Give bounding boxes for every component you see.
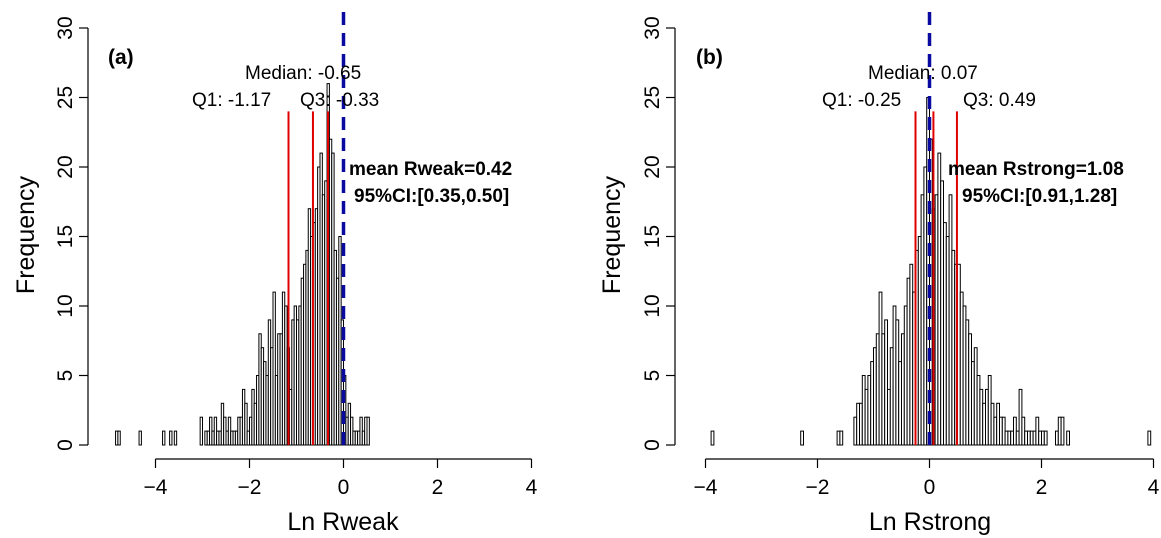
histogram-bar <box>1060 416 1065 446</box>
histogram-bar <box>244 402 248 446</box>
x-tick-label: 4 <box>1148 476 1160 499</box>
x-tick-label: −2 <box>806 476 830 499</box>
x-tick-label: 0 <box>338 476 350 499</box>
q1-annotation: Q1: -0.25 <box>822 90 901 111</box>
median-annotation: Median: 0.07 <box>868 63 978 84</box>
histogram-bar <box>173 430 178 446</box>
y-axis: 0 5 10 15 20 25 30 <box>54 16 89 451</box>
histogram-bar <box>138 430 142 446</box>
histogram-bar <box>1147 430 1152 446</box>
y-tick-label: 0 <box>54 439 77 451</box>
y-tick-label: 30 <box>54 16 77 39</box>
histogram-bar <box>1066 430 1070 446</box>
histogram-bar <box>272 291 276 446</box>
x-tick-label: 2 <box>1036 476 1048 499</box>
y-tick-label: 30 <box>641 16 664 39</box>
y-tick-label: 20 <box>641 155 664 178</box>
y-axis-title: Frequency <box>12 175 40 294</box>
mean-annotation: mean Rstrong=1.08 <box>948 159 1124 180</box>
panel-label: (a) <box>108 46 134 69</box>
y-tick-label: 10 <box>54 294 77 317</box>
x-axis: −4 −2 0 2 4 <box>694 458 1160 499</box>
histogram-bar <box>117 430 121 446</box>
y-tick-label: 20 <box>54 155 77 178</box>
histogram-bar <box>169 430 173 446</box>
histogram-bar <box>710 430 715 446</box>
y-tick-label: 5 <box>641 370 664 382</box>
y-tick-label: 10 <box>641 294 664 317</box>
y-axis-title: Frequency <box>598 175 626 294</box>
x-tick-label: 4 <box>526 476 538 499</box>
histogram-bar <box>199 416 203 446</box>
median-annotation: Median: -0.65 <box>245 63 361 84</box>
histogram-bar <box>1043 430 1048 446</box>
x-tick-label: 2 <box>432 476 444 499</box>
x-axis-title: Ln Rstrong <box>869 508 991 536</box>
panel-label: (b) <box>696 46 723 69</box>
x-tick-label: −2 <box>238 476 262 499</box>
histogram-bar <box>839 430 844 446</box>
q1-annotation: Q1: -1.17 <box>192 90 271 111</box>
y-tick-label: 25 <box>54 86 77 109</box>
histogram-bars <box>115 83 370 446</box>
mean-annotation: mean Rweak=0.42 <box>349 159 512 180</box>
panel-b-histogram: −4 −2 0 2 4 0 5 10 15 20 25 30 Ln Rstrong Frequency (b… <box>598 12 1160 536</box>
x-axis-title: Ln Rweak <box>287 508 399 536</box>
x-tick-label: −4 <box>694 476 718 499</box>
y-tick-label: 15 <box>641 225 664 248</box>
y-tick-label: 25 <box>641 86 664 109</box>
y-tick-label: 0 <box>641 439 664 451</box>
y-tick-label: 15 <box>54 225 77 248</box>
panel-a-histogram: −4 −2 0 2 4 0 5 10 15 20 25 30 Ln Rweak Frequency (a) M… <box>12 12 538 536</box>
x-tick-label: −4 <box>144 476 168 499</box>
histogram-bar <box>162 430 166 446</box>
histogram-bar <box>800 430 805 446</box>
x-tick-label: 0 <box>924 476 936 499</box>
y-tick-label: 5 <box>54 370 77 382</box>
y-axis: 0 5 10 15 20 25 30 <box>641 16 676 451</box>
ci-annotation: 95%CI:[0.35,0.50] <box>354 186 509 207</box>
q3-annotation: Q3: -0.33 <box>300 90 379 111</box>
histogram-bar <box>884 319 889 446</box>
histogram-bar <box>366 416 370 446</box>
x-axis: −4 −2 0 2 4 <box>144 458 538 499</box>
q3-annotation: Q3: 0.49 <box>963 90 1036 111</box>
ci-annotation: 95%CI:[0.91,1.28] <box>962 186 1117 207</box>
